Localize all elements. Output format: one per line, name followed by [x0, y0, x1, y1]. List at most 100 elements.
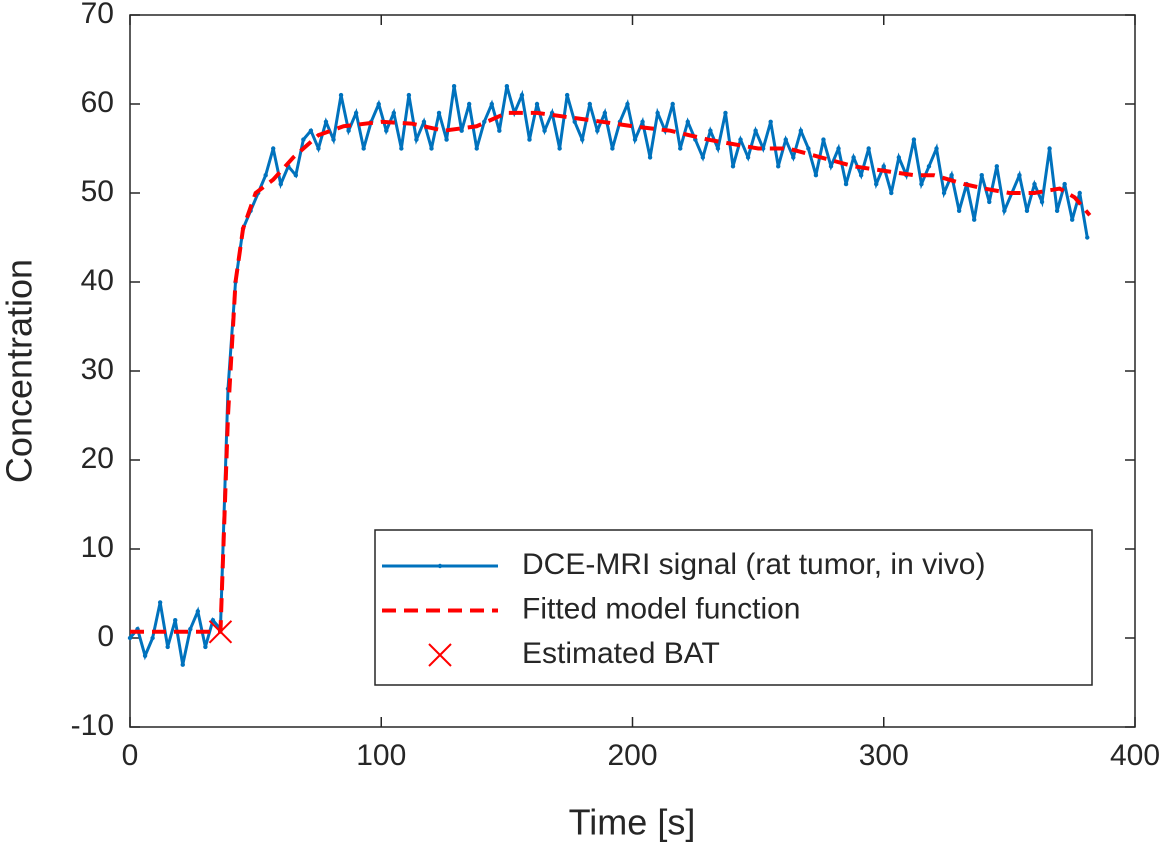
signal-point [753, 128, 758, 133]
signal-point [203, 644, 208, 650]
legend-box [374, 529, 1093, 686]
signal-point [346, 128, 351, 133]
legend-marker [428, 643, 452, 667]
signal-point [1002, 208, 1007, 213]
y-tick-label: 0 [97, 620, 114, 653]
signal-point [173, 618, 178, 623]
signal-point [813, 173, 819, 178]
signal-point [572, 119, 577, 125]
signal-point [655, 110, 660, 116]
signal-point [874, 181, 879, 187]
signal-point [987, 199, 992, 205]
signal-point [482, 119, 487, 125]
signal-point [1085, 235, 1090, 240]
signal-point [263, 173, 268, 178]
signal-point [1047, 146, 1052, 151]
signal-point [798, 128, 804, 133]
signal-point [271, 146, 276, 151]
signal-point [210, 618, 216, 623]
signal-point [1032, 181, 1037, 187]
signal-point [934, 146, 939, 151]
signal-point [429, 146, 434, 151]
signal-point [542, 128, 547, 133]
signal-point [165, 644, 170, 650]
signal-point [519, 92, 525, 98]
signal-point [730, 164, 736, 169]
signal-point [678, 146, 683, 151]
signal-point [949, 173, 954, 178]
signal-point [180, 662, 185, 667]
signal-point [700, 155, 706, 160]
x-tick-label: 100 [356, 739, 406, 772]
signal-point [632, 137, 638, 142]
signal-point [293, 173, 299, 178]
signal-point [1062, 181, 1067, 187]
signal-point [896, 155, 902, 160]
y-tick-label: 70 [81, 0, 114, 30]
signal-point [926, 164, 932, 169]
y-axis-label: Concentration [0, 259, 40, 483]
signal-point [1077, 190, 1082, 196]
signal-point [602, 110, 608, 116]
signal-point [851, 155, 856, 160]
signal-point [127, 635, 133, 641]
signal-point [843, 181, 849, 187]
signal-point [685, 119, 690, 125]
signal-point [866, 146, 871, 151]
signal-point [889, 190, 894, 196]
signal-point [564, 92, 570, 98]
signal-point [527, 137, 532, 142]
signal-point [956, 208, 962, 213]
y-tick-label: 60 [81, 86, 114, 119]
signal-point [776, 164, 781, 169]
signal-point [828, 164, 834, 169]
legend-dot [437, 563, 443, 569]
x-tick-label: 400 [1110, 739, 1160, 772]
signal-point [338, 92, 344, 98]
signal-point [768, 119, 773, 125]
signal-point [610, 146, 615, 151]
signal-point [760, 146, 766, 151]
signal-point [821, 137, 826, 142]
signal-point [791, 155, 796, 160]
signal-point [1039, 199, 1045, 205]
y-tick-label: -10 [71, 709, 114, 742]
signal-point [723, 110, 728, 116]
signal-point [278, 181, 283, 187]
y-tick-label: 10 [81, 531, 114, 564]
signal-point [157, 600, 163, 605]
signal-point [580, 137, 585, 142]
signal-point [474, 146, 479, 151]
signal-point [670, 101, 675, 107]
signal-point [979, 173, 984, 178]
signal-point [806, 146, 811, 151]
signal-point [459, 128, 464, 133]
x-tick-label: 0 [122, 739, 139, 772]
y-tick-label: 20 [81, 442, 114, 475]
signal-point [361, 146, 366, 151]
signal-point [376, 101, 381, 107]
signal-point [195, 609, 201, 614]
signal-point [399, 146, 404, 151]
signal-point [444, 137, 449, 142]
signal-point [188, 626, 193, 632]
bat-marker [208, 620, 233, 644]
signal-point [1069, 217, 1075, 222]
signal-point [406, 92, 412, 98]
signal-point [715, 146, 721, 151]
signal-point [1017, 173, 1022, 178]
signal-point [738, 137, 743, 142]
legend-label: Estimated BAT [522, 637, 720, 670]
signal-point [308, 128, 314, 133]
signal-point [301, 137, 306, 142]
signal-point [745, 155, 751, 160]
signal-point [595, 128, 600, 133]
fit-line [130, 110, 1092, 634]
signal-point [384, 128, 389, 133]
y-tick-label: 40 [81, 264, 114, 297]
x-axis-label: Time [s] [569, 802, 696, 843]
signal-point [142, 653, 148, 658]
signal-point [625, 101, 630, 107]
x-tick-label: 200 [607, 739, 657, 772]
signal-point [881, 164, 886, 169]
